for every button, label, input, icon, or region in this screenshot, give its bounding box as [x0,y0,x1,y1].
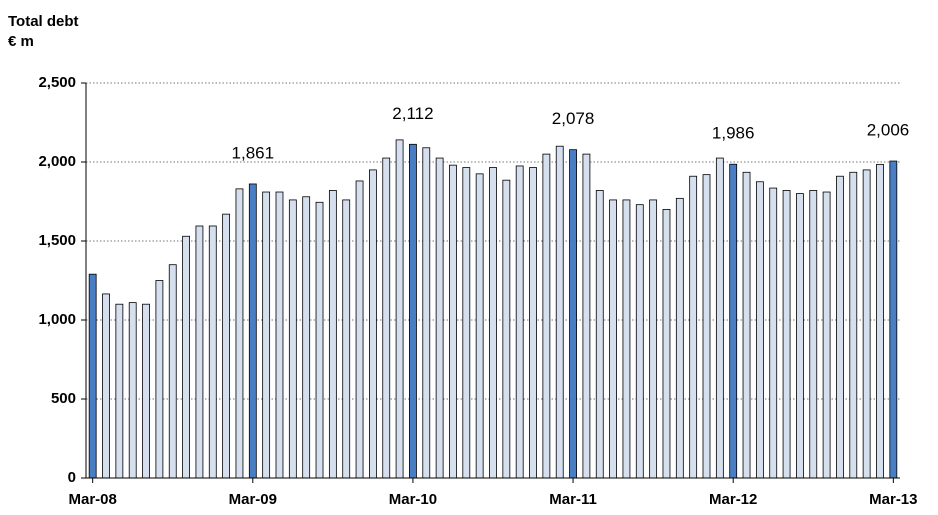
bar [822,191,831,479]
bar [288,199,297,479]
bar [489,167,497,479]
bar [115,303,124,479]
bar [515,165,524,479]
bar [302,196,311,479]
data-label: 1,861 [232,143,275,162]
data-label: 2,112 [392,104,433,123]
bar [475,173,484,479]
bar [328,190,337,479]
bar [782,190,791,479]
bar [168,264,177,479]
bar [662,208,671,479]
y-tick-label: 500 [51,390,76,407]
chart-subtitle: € m [8,33,34,50]
bar [595,190,604,479]
bar [529,167,537,479]
bar [769,187,778,479]
bar [422,147,431,479]
bar [142,303,150,479]
bar [635,204,644,479]
chart-title: Total debt [8,13,79,30]
bar [88,273,97,479]
bar [195,225,204,479]
bar [342,199,351,479]
bar [395,139,404,479]
y-tick-label: 2,500 [38,74,76,91]
bar [409,143,417,479]
bar [275,191,284,479]
bar [582,153,591,479]
bar [675,197,684,479]
bar [355,180,364,479]
bar [315,201,324,479]
bar [235,188,244,479]
bar [262,191,271,479]
bar [849,171,858,479]
bar [689,175,698,479]
y-tick-label: 1,500 [38,232,76,249]
x-tick-label: Mar-13 [869,491,917,508]
bar [796,193,804,479]
bar [369,169,377,479]
data-label: 2,006 [867,121,910,140]
bar [569,149,577,479]
bar [248,183,257,479]
bar [222,213,231,479]
bar [102,293,110,479]
y-tick-label: 0 [68,469,76,486]
bar [715,157,724,479]
x-tick-label: Mar-12 [709,491,757,508]
x-tick-label: Mar-10 [389,491,437,508]
y-tick-label: 1,000 [38,311,76,328]
bar [622,199,631,479]
bar [702,174,711,479]
bar [155,280,164,479]
bar [836,175,844,479]
bar [649,199,658,479]
bar [889,160,898,479]
bar [382,157,391,479]
bar [435,157,444,479]
bar [862,169,871,479]
bar [208,225,217,479]
x-tick-label: Mar-11 [549,491,597,508]
bar [729,163,738,479]
bar [128,302,137,479]
bar [182,235,190,479]
x-tick-label: Mar-08 [68,491,116,508]
bar [742,171,751,479]
bar [462,167,471,479]
bar [542,153,551,479]
bar [755,181,764,479]
bar [876,163,884,479]
bar [609,199,617,479]
data-label: 2,078 [552,109,595,128]
x-tick-label: Mar-09 [229,491,277,508]
data-label: 1,986 [712,124,755,143]
bar [809,190,818,479]
bar [449,164,457,479]
y-tick-label: 2,000 [38,153,76,170]
bar [555,145,564,479]
bar [502,179,511,479]
